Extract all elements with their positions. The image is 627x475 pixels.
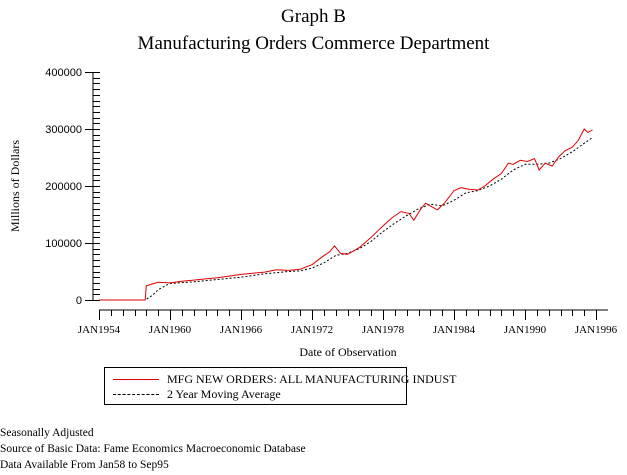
y-tick-label: 300000 bbox=[45, 124, 82, 136]
legend-item-moving-average: 2 Year Moving Average bbox=[113, 387, 281, 401]
y-axis-label: Millions of Dollars bbox=[8, 140, 22, 232]
legend-swatch-solid-red bbox=[113, 378, 159, 380]
legend-swatch-dashed-black bbox=[113, 393, 159, 395]
legend: MFG NEW ORDERS: ALL MANUFACTURING INDUST… bbox=[104, 367, 456, 405]
x-tick-label: JAN1984 bbox=[433, 324, 476, 336]
legend-label: 2 Year Moving Average bbox=[167, 386, 281, 401]
legend-label: MFG NEW ORDERS: ALL MANUFACTURING INDUST bbox=[167, 371, 457, 386]
x-tick-label: JAN1966 bbox=[220, 324, 263, 336]
footnote-source: Source of Basic Data: Fame Economics Mac… bbox=[0, 443, 306, 455]
x-axis-label: Date of Observation bbox=[299, 345, 396, 359]
x-tick-label: JAN1996 bbox=[575, 324, 618, 336]
chart-title: Graph B bbox=[281, 6, 346, 27]
series-line-moving-average bbox=[99, 137, 593, 301]
y-tick-label: 100000 bbox=[45, 238, 82, 250]
x-tick-label: JAN1990 bbox=[504, 324, 547, 336]
footnote-seasonal: Seasonally Adjusted bbox=[0, 427, 94, 439]
x-axis: JAN1954 JAN1960 JAN1966 JAN1972 JAN1978 JAN19… bbox=[78, 309, 618, 336]
series-line-mfg-new-orders bbox=[99, 128, 593, 301]
chart-subtitle: Manufacturing Orders Commerce Department bbox=[137, 33, 490, 54]
x-tick-label: JAN1972 bbox=[291, 324, 333, 336]
series-layer bbox=[99, 128, 593, 301]
y-tick-label: 200000 bbox=[45, 181, 82, 193]
chart-plot: 0 100000 200000 300000 400000 JAN1954 JAN1960… bbox=[8, 67, 618, 359]
legend-item-orders: MFG NEW ORDERS: ALL MANUFACTURING INDUST bbox=[113, 372, 456, 386]
y-tick-label: 400000 bbox=[45, 67, 82, 79]
y-tick-label: 0 bbox=[76, 295, 82, 307]
x-tick-label: JAN1978 bbox=[362, 324, 405, 336]
x-tick-label: JAN1960 bbox=[149, 324, 192, 336]
y-axis: 0 100000 200000 300000 400000 bbox=[45, 67, 100, 307]
x-tick-label: JAN1954 bbox=[78, 324, 121, 336]
footnote-availability: Data Available From Jan58 to Sep95 bbox=[0, 459, 169, 471]
